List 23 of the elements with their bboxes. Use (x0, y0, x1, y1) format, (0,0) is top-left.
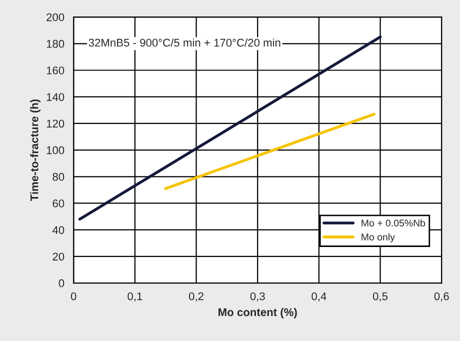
y-tick-label: 20 (52, 252, 64, 261)
x-axis-title: Mo content (%) (218, 308, 297, 318)
x-tick-label: 0,3 (250, 292, 265, 302)
legend-label: Mo + 0.05%Nb (362, 219, 426, 227)
y-axis-title: Time-to-fracture (h) (30, 99, 40, 202)
x-tick-label: 0,1 (128, 292, 142, 302)
x-tick-label: 0,2 (188, 292, 204, 302)
x-tick-label: 0,6 (434, 292, 449, 302)
x-tick-label: 0,4 (312, 292, 326, 302)
y-tick-label: 140 (46, 93, 64, 101)
annotation: 32MnB5 - 900°C/5 min + 170°C/20 min (88, 38, 280, 47)
y-tick-label: 40 (52, 226, 64, 234)
y-tick-label: 180 (46, 40, 64, 48)
y-tick-label: 200 (46, 13, 64, 22)
y-tick-label: 100 (46, 146, 64, 154)
y-tick-label: 120 (46, 120, 64, 128)
x-tick-label: 0 (70, 292, 76, 300)
y-tick-label: 80 (52, 172, 64, 181)
y-tick-label: 0 (58, 279, 64, 288)
y-tick-label: 60 (52, 200, 64, 208)
legend-label: Mo only (362, 233, 395, 242)
x-tick-label: 0,5 (372, 292, 388, 302)
y-tick-label: 160 (46, 66, 64, 74)
